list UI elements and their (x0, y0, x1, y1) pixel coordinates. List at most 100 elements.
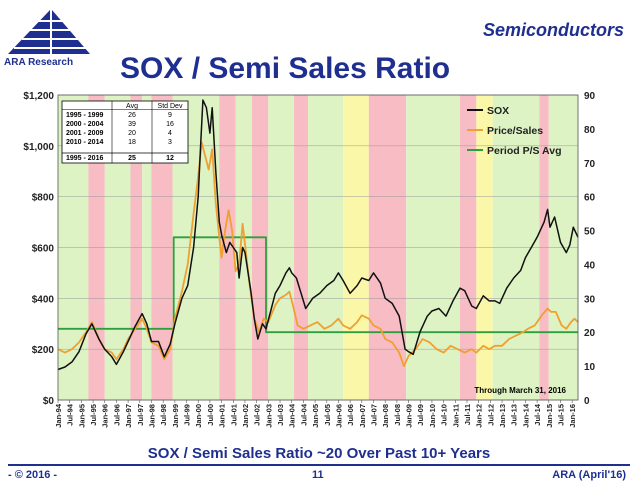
slide-title: SOX / Semi Sales Ratio (120, 52, 451, 85)
table-cell: 26 (128, 112, 136, 119)
table-header-std: Std Dev (158, 103, 183, 110)
y-left-tick-label: $0 (43, 396, 55, 407)
plot-frame (57, 94, 579, 401)
x-tick-label: Jan-97 (124, 404, 133, 428)
x-tick-label: Jul-00 (206, 404, 215, 426)
x-tick-label: Jul-97 (136, 404, 145, 426)
x-tick-label: Jul-05 (323, 404, 332, 426)
chart: $0 $200 $400 $600 $800 $1,000 $1,200 0 10 20 30 40 5… (23, 91, 595, 428)
ara-logo-icon (8, 10, 90, 54)
y-right-tick-label: 20 (584, 328, 596, 339)
x-tick-label: Jan-06 (334, 404, 343, 428)
x-tick-label: Jul-98 (159, 404, 168, 426)
x-tick-label: Jul-11 (463, 404, 472, 425)
y-right-tick-label: 90 (584, 91, 596, 102)
footer-source: ARA (April'16) (552, 469, 626, 481)
chart-note: Through March 31, 2016 (474, 386, 566, 395)
y-left-tick-label: $1,000 (23, 142, 54, 153)
series-line-sox (57, 99, 579, 371)
y-left-tick-label: $200 (32, 345, 55, 356)
legend-label: SOX (487, 105, 509, 117)
axes: $0 $200 $400 $600 $800 $1,000 $1,200 0 10 20 30 40 5… (23, 91, 595, 428)
logo-text: ARA Research (4, 57, 74, 68)
legend-label: Period P/S Avg (487, 145, 562, 157)
legend: SOX Price/Sales Period P/S Avg (467, 105, 562, 157)
x-tick-label: Jan-96 (101, 404, 110, 428)
x-tick-label: Jan-05 (311, 404, 320, 428)
stats-table: Avg Std Dev 1995 - 1999 26 9 2000 - 2004… (61, 100, 189, 164)
x-tick-label: Jul-09 (416, 404, 425, 426)
table-cell: 20 (128, 130, 136, 137)
x-tick-label: Jul-08 (393, 404, 402, 426)
table-cell: 9 (168, 112, 172, 119)
x-tick-label: Jan-09 (405, 404, 414, 428)
x-tick-label: Jul-03 (276, 404, 285, 426)
series-line-price-sales (57, 141, 579, 367)
chart-series (57, 99, 579, 371)
x-tick-label: Jul-96 (112, 404, 121, 426)
x-tick-label: Jul-10 (440, 404, 449, 426)
x-tick-label: Jul-12 (486, 404, 495, 426)
table-cell: 39 (128, 121, 136, 128)
x-tick-label: Jul-94 (66, 403, 75, 426)
x-tick-label: Jan-01 (218, 404, 227, 428)
x-tick-label: Jan-07 (358, 404, 367, 428)
x-tick-label: Jan-99 (171, 404, 180, 428)
x-tick-label: Jul-99 (183, 404, 192, 426)
x-tick-label: Jul-07 (370, 404, 379, 426)
table-cell: 16 (166, 121, 174, 128)
y-right-tick-label: 70 (584, 159, 596, 170)
x-tick-label: Jan-13 (498, 404, 507, 428)
footer-divider (8, 464, 630, 466)
y-left-tick-label: $800 (32, 193, 55, 204)
page-number: 11 (312, 469, 324, 481)
x-tick-label: Jan-95 (77, 404, 86, 428)
table-cell: 25 (128, 155, 136, 162)
table-cell: 3 (168, 139, 172, 146)
y-right-tick-label: 50 (584, 227, 596, 238)
table-cell: 2000 - 2004 (66, 121, 103, 128)
x-tick-label: Jan-02 (241, 404, 250, 428)
x-tick-label: Jan-12 (475, 404, 484, 428)
x-tick-label: Jan-14 (521, 403, 530, 428)
x-tick-label: Jul-95 (89, 404, 98, 426)
y-right-tick-label: 80 (584, 125, 596, 136)
footer-copyright: - © 2016 - (8, 469, 58, 481)
table-cell: 1995 - 2016 (66, 155, 103, 162)
x-tick-label: Jan-03 (264, 404, 273, 428)
legend-label: Price/Sales (487, 125, 543, 137)
y-right-tick-label: 60 (584, 193, 596, 204)
table-cell: 1995 - 1999 (66, 112, 103, 119)
table-header-avg: Avg (126, 103, 138, 110)
y-left-tick-label: $1,200 (23, 91, 54, 102)
x-tick-label: Jul-01 (229, 404, 238, 426)
x-tick-label: Jan-11 (451, 404, 460, 427)
x-tick-label: Jul-14 (533, 403, 542, 426)
x-tick-label: Jan-10 (428, 404, 437, 428)
x-tick-label: Jan-08 (381, 404, 390, 428)
x-tick-label: Jan-94 (54, 403, 63, 428)
x-tick-label: Jan-15 (545, 404, 554, 428)
x-tick-label: Jul-13 (510, 404, 519, 426)
y-right-tick-label: 0 (584, 396, 590, 407)
table-cell: 12 (166, 155, 174, 162)
x-tick-label: Jan-04 (288, 403, 297, 428)
x-tick-label: Jan-16 (568, 404, 577, 428)
table-cell: 2010 - 2014 (66, 139, 103, 146)
y-right-tick-label: 40 (584, 260, 596, 271)
y-left-tick-label: $400 (32, 294, 55, 305)
x-tick-label: Jul-15 (556, 404, 565, 426)
x-tick-label: Jul-06 (346, 404, 355, 426)
y-right-tick-label: 30 (584, 294, 596, 305)
table-cell: 2001 - 2009 (66, 130, 103, 137)
y-right-tick-label: 10 (584, 362, 596, 373)
x-tick-label: Jan-98 (147, 404, 156, 428)
x-tick-label: Jul-04 (299, 403, 308, 426)
x-tick-label: Jul-02 (253, 404, 262, 426)
y-left-tick-label: $600 (32, 244, 55, 255)
table-cell: 18 (128, 139, 136, 146)
slide-subtitle: SOX / Semi Sales Ratio ~20 Over Past 10+… (147, 445, 491, 462)
table-cell: 4 (168, 130, 172, 137)
section-title: Semiconductors (482, 20, 624, 40)
x-tick-label: Jan-00 (194, 404, 203, 428)
